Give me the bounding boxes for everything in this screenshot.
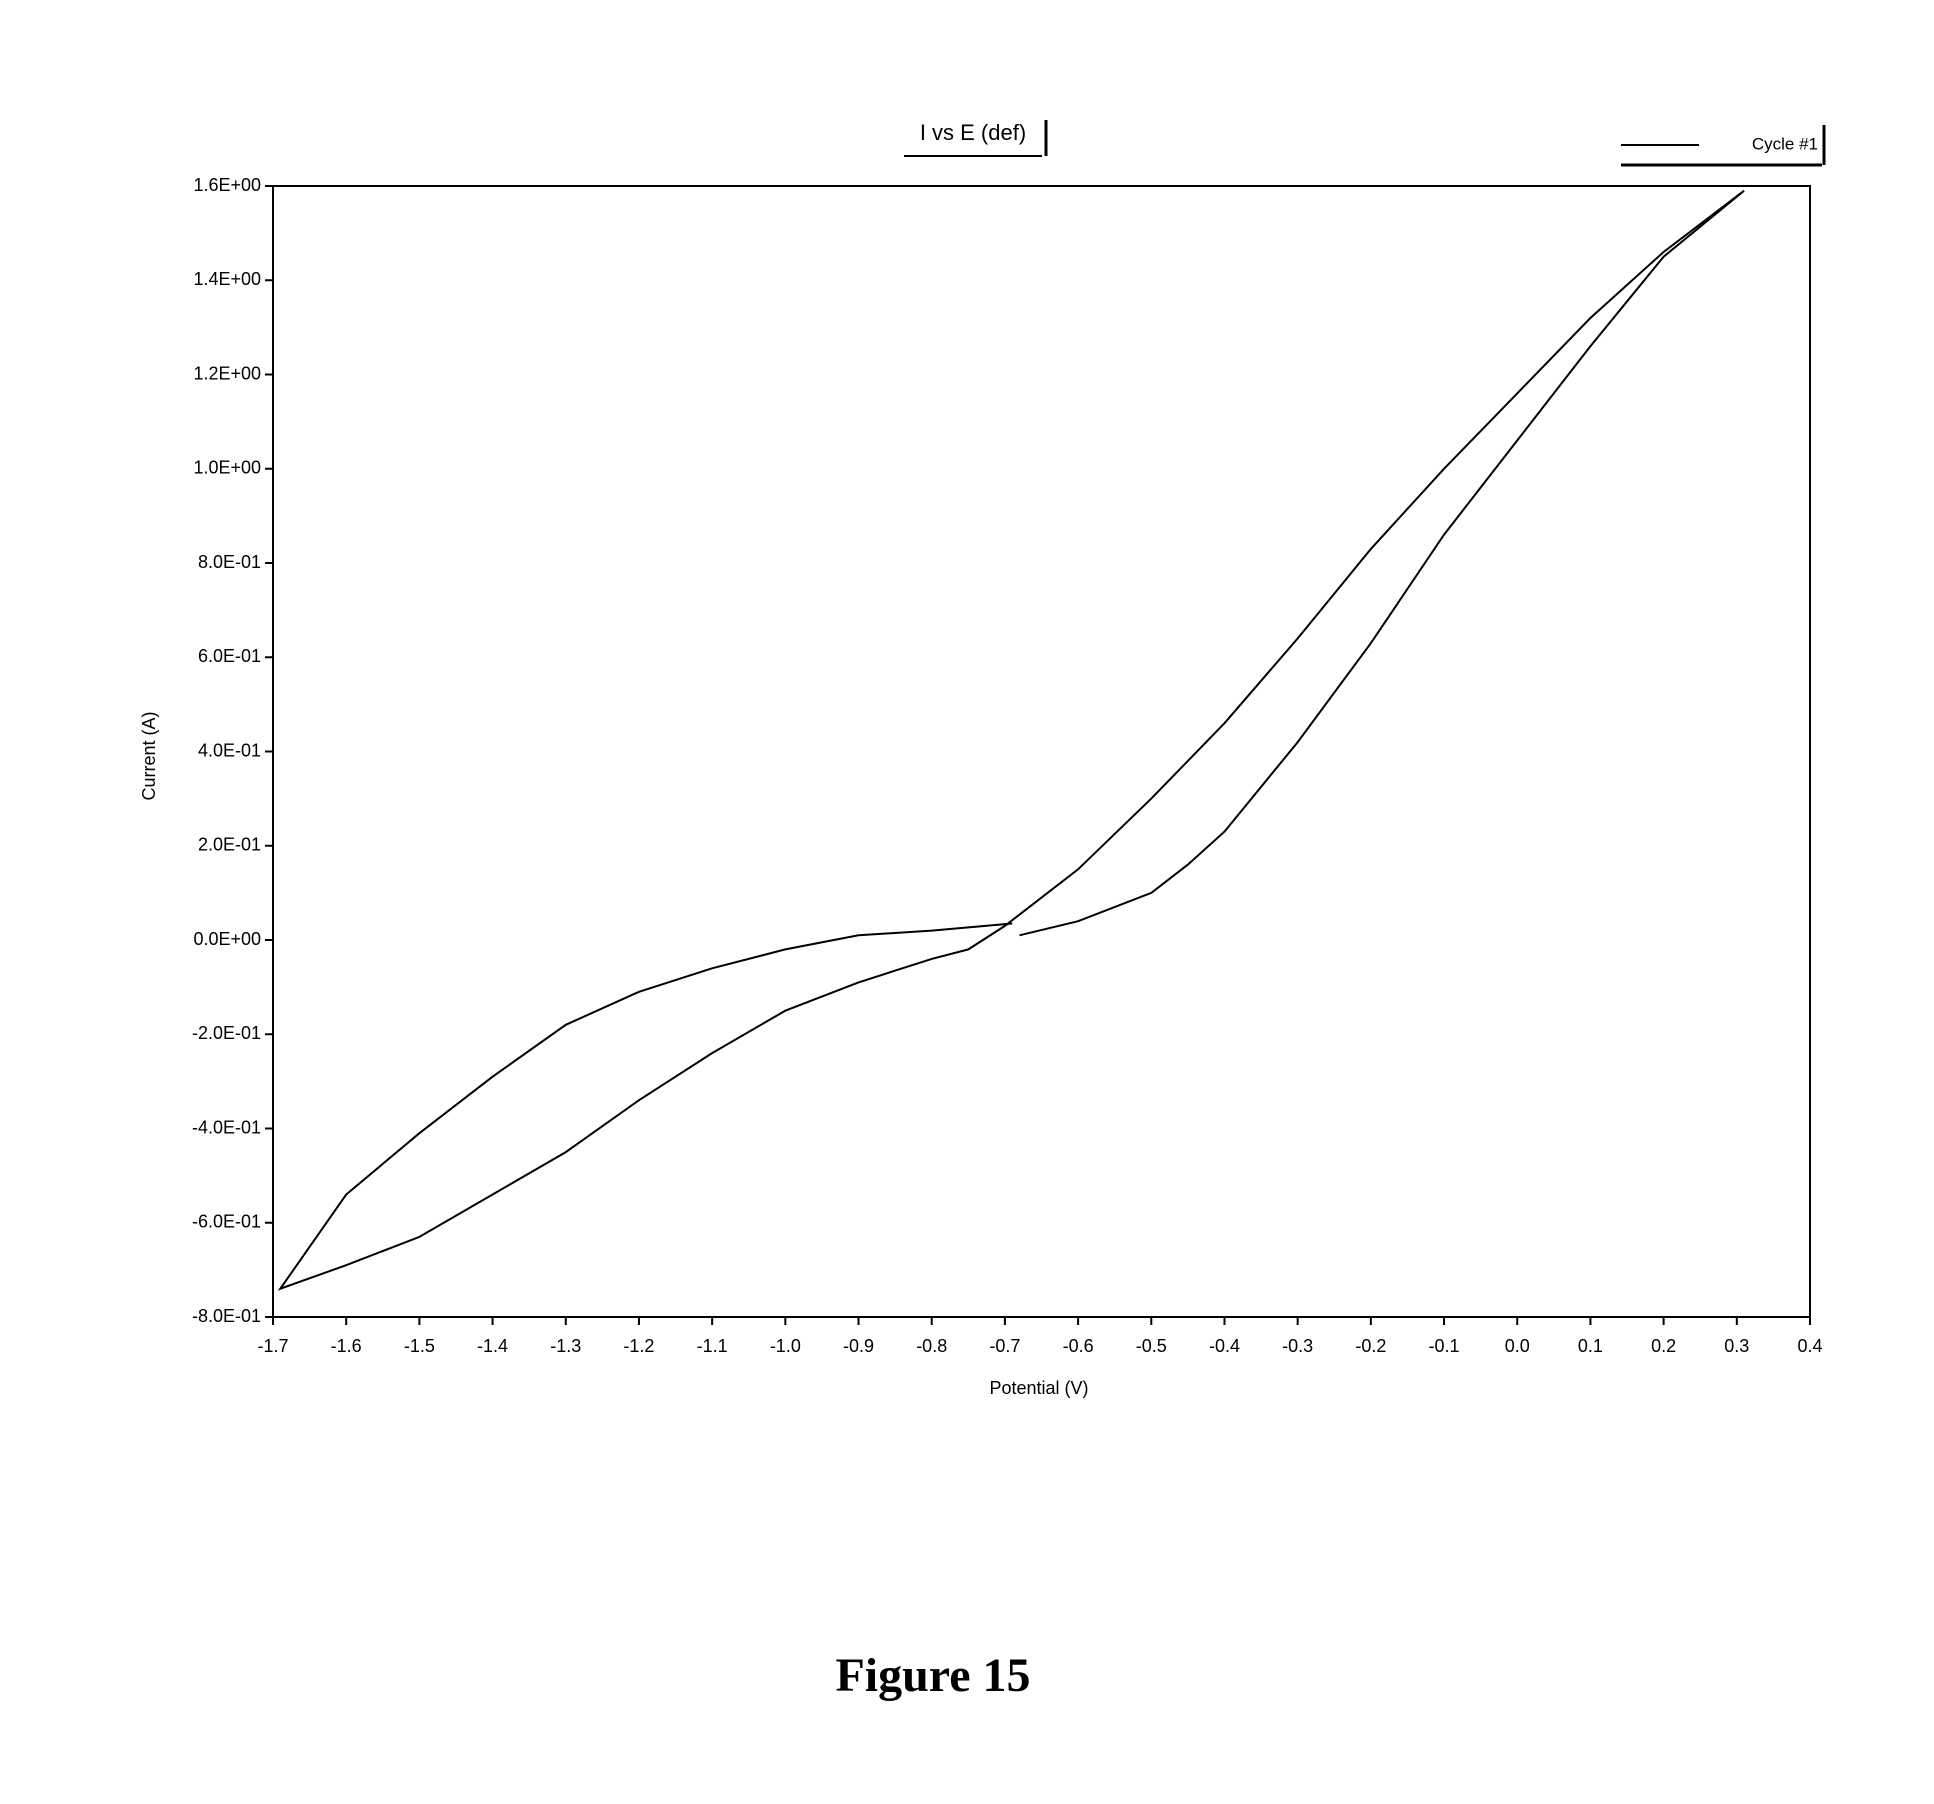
x-axis-label: Potential (V) [989, 1378, 1088, 1398]
x-tick-label: -0.6 [1063, 1336, 1094, 1356]
chart: I vs E (def) Potential (V) Current (A) F… [0, 0, 1934, 1804]
y-tick-label: 6.0E-01 [198, 646, 261, 666]
x-tick-label: -1.3 [550, 1336, 581, 1356]
y-tick-label: 0.0E+00 [193, 929, 261, 949]
y-tick-label: -4.0E-01 [192, 1117, 261, 1137]
y-tick-label: 1.0E+00 [193, 458, 261, 478]
x-tick-label: 0.3 [1724, 1336, 1749, 1356]
x-tick-label: -1.2 [623, 1336, 654, 1356]
x-tick-label: -0.8 [916, 1336, 947, 1356]
x-tick-label: -1.1 [697, 1336, 728, 1356]
y-tick-label: 4.0E-01 [198, 740, 261, 760]
x-tick-label: -0.1 [1429, 1336, 1460, 1356]
x-tick-label: -0.7 [989, 1336, 1020, 1356]
plot-frame [273, 186, 1810, 1317]
x-tick-label: -1.0 [770, 1336, 801, 1356]
x-tick-label: 0.0 [1505, 1336, 1530, 1356]
y-tick-label: 8.0E-01 [198, 552, 261, 572]
x-tick-label: 0.2 [1651, 1336, 1676, 1356]
x-tick-label: 0.4 [1797, 1336, 1822, 1356]
chart-title: I vs E (def) [920, 120, 1026, 145]
x-tick-label: -0.3 [1282, 1336, 1313, 1356]
x-tick-label: -1.7 [257, 1336, 288, 1356]
x-tick-label: -1.6 [331, 1336, 362, 1356]
x-tick-label: -1.5 [404, 1336, 435, 1356]
x-tick-label: -0.5 [1136, 1336, 1167, 1356]
y-tick-label: -8.0E-01 [192, 1306, 261, 1326]
y-tick-label: -2.0E-01 [192, 1023, 261, 1043]
y-tick-label: 2.0E-01 [198, 835, 261, 855]
page: I vs E (def) Potential (V) Current (A) F… [0, 0, 1934, 1804]
x-tick-label: -0.9 [843, 1336, 874, 1356]
x-tick-label: 0.1 [1578, 1336, 1603, 1356]
y-axis-label: Current (A) [139, 711, 159, 800]
x-tick-label: -0.2 [1355, 1336, 1386, 1356]
x-tick-label: -1.4 [477, 1336, 508, 1356]
y-tick-label: 1.6E+00 [193, 175, 261, 195]
y-tick-label: 1.2E+00 [193, 363, 261, 383]
legend-label: Cycle #1 [1752, 134, 1818, 153]
y-tick-label: -6.0E-01 [192, 1212, 261, 1232]
data-line [280, 191, 1744, 1289]
figure-caption: Figure 15 [835, 1649, 1030, 1702]
y-tick-label: 1.4E+00 [193, 269, 261, 289]
x-tick-label: -0.4 [1209, 1336, 1240, 1356]
